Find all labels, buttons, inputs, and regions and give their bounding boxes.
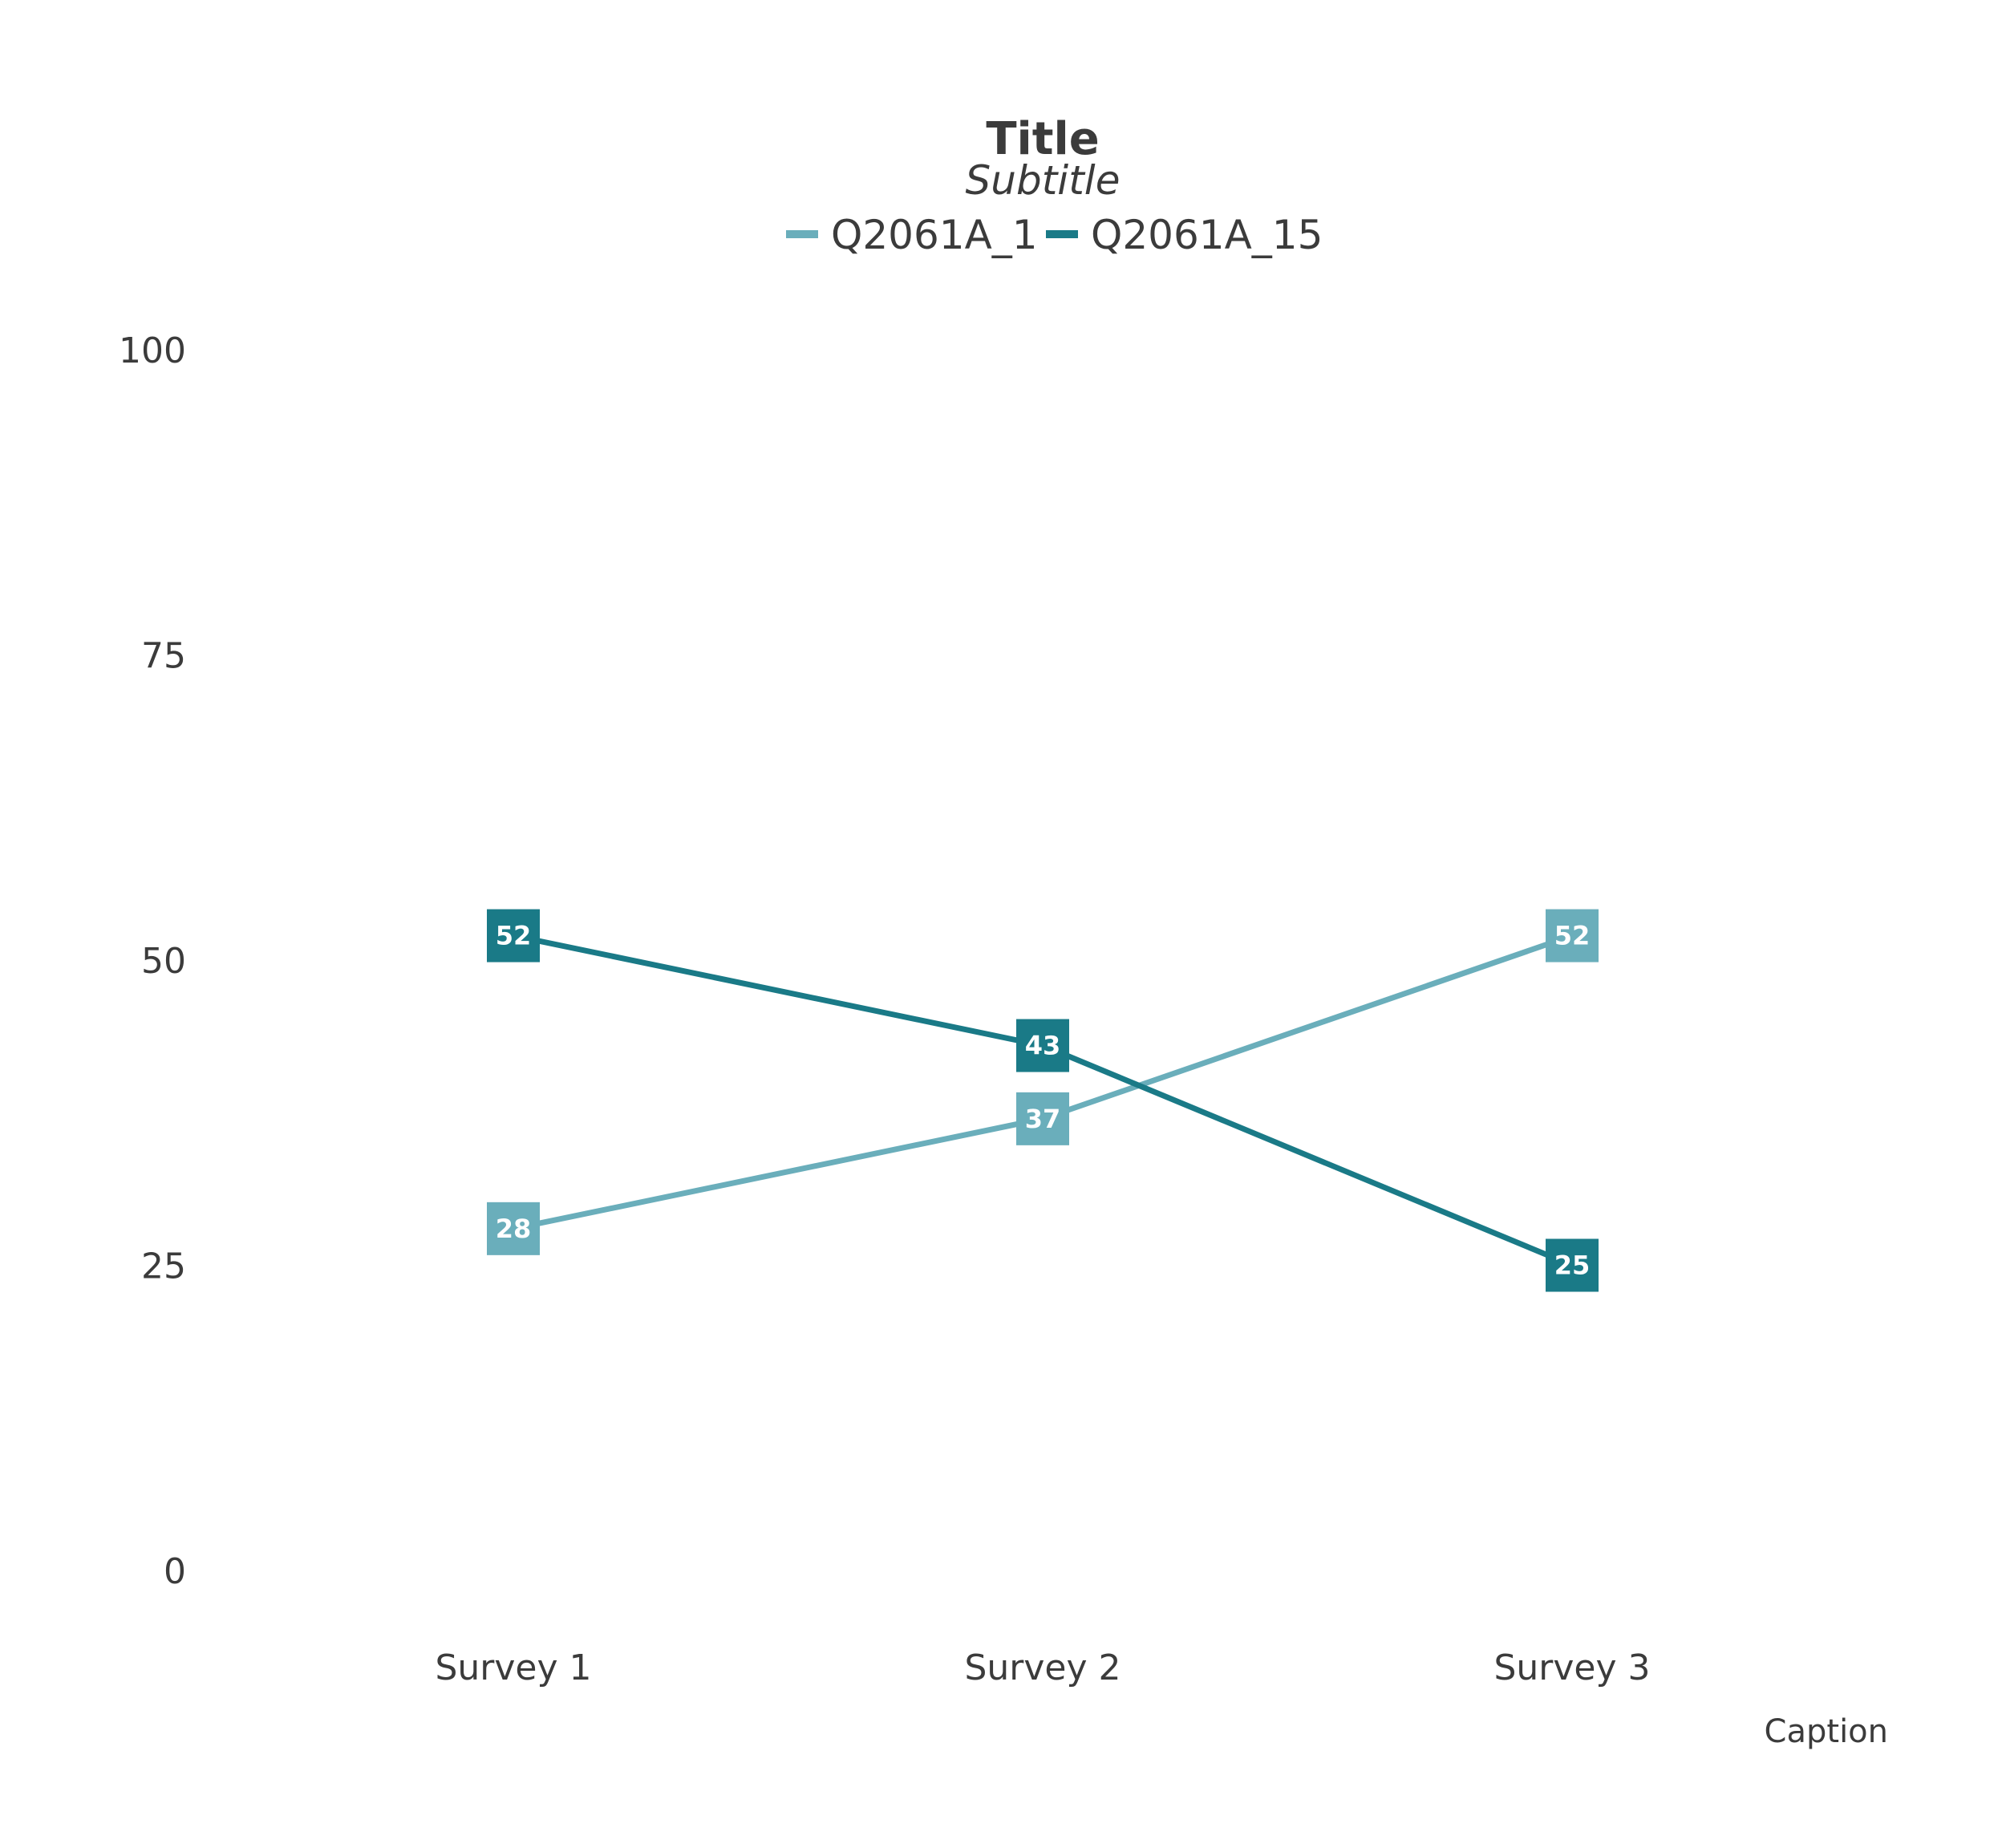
series-Q2061A_15: 52 43 25	[487, 909, 1599, 1292]
legend-label: Q2061A_15	[1091, 212, 1323, 258]
data-point	[1016, 1092, 1069, 1145]
data-point	[487, 1202, 540, 1255]
data-point	[1016, 1019, 1069, 1072]
chart-subtitle: Subtitle	[966, 157, 1121, 204]
series-line	[513, 933, 1574, 1232]
y-axis: 0 25 50 75 100	[119, 330, 186, 1592]
series-Q2061A_1: 28 37 52	[487, 909, 1599, 1255]
x-tick-label: Survey 2	[964, 1647, 1121, 1688]
data-label: 28	[496, 1214, 532, 1244]
series-layer: 28 37 52 52 43 25	[487, 909, 1599, 1292]
y-tick-label: 0	[164, 1551, 186, 1592]
data-label: 43	[1025, 1031, 1061, 1061]
data-label: 52	[1554, 921, 1591, 951]
y-tick-label: 75	[141, 636, 186, 677]
legend-label: Q2061A_1	[831, 212, 1038, 258]
data-label: 25	[1554, 1250, 1591, 1281]
data-point	[1546, 909, 1599, 962]
y-tick-label: 25	[141, 1246, 186, 1287]
y-tick-label: 100	[119, 330, 186, 371]
data-label: 37	[1025, 1104, 1061, 1134]
data-point	[487, 909, 540, 962]
y-tick-label: 50	[141, 941, 186, 982]
data-label: 52	[496, 921, 532, 951]
data-point	[1546, 1238, 1599, 1292]
x-tick-label: Survey 3	[1493, 1647, 1650, 1688]
chart-title: Title	[986, 113, 1099, 165]
x-tick-label: Survey 1	[435, 1647, 591, 1688]
legend: Q2061A_1 Q2061A_15	[786, 212, 1323, 258]
chart-caption: Caption	[1765, 1713, 1888, 1750]
x-axis: Survey 1 Survey 2 Survey 3	[435, 1647, 1650, 1688]
